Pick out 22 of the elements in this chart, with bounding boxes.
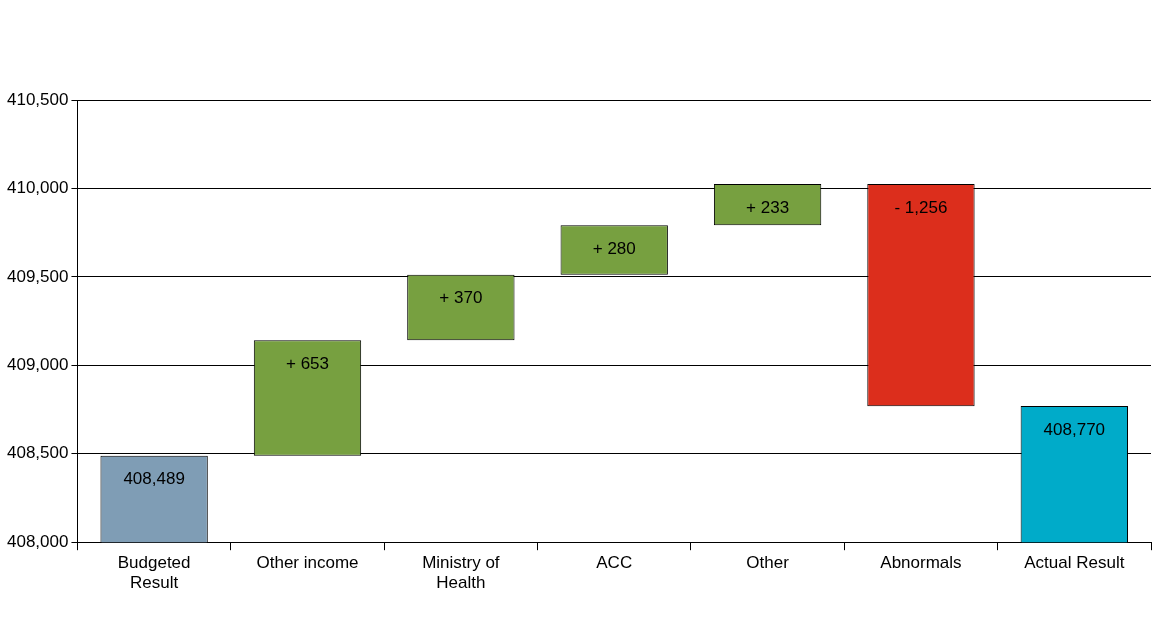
x-tick-label: Other income [256, 553, 359, 573]
data-label: + 370 [439, 288, 483, 308]
category-label: Health [436, 573, 486, 593]
x-tick-label: ACC [596, 553, 633, 573]
data-label: + 280 [592, 238, 636, 258]
x-tick-label: Other [746, 553, 790, 573]
data-label: - 1,256 [894, 197, 948, 217]
data-label: + 653 [285, 353, 329, 373]
y-tick-label: 409,500 [7, 266, 69, 286]
y-tick-label: 410,500 [7, 89, 69, 109]
x-tick-label: Actual Result [1024, 553, 1125, 573]
data-label: 408,489 [123, 469, 185, 489]
data-label: + 233 [746, 197, 790, 217]
category-label: Result [130, 573, 179, 593]
y-tick-label: 410,000 [7, 178, 69, 198]
category-label: Budgeted [117, 553, 191, 573]
x-tick-label: Abnormals [880, 553, 962, 573]
y-tick-label: 408,000 [7, 531, 69, 551]
y-tick-label: 409,000 [7, 355, 69, 375]
y-tick-label: 408,500 [7, 443, 69, 463]
data-label: 408,770 [1043, 419, 1106, 439]
category-label: Ministry of [422, 553, 500, 573]
